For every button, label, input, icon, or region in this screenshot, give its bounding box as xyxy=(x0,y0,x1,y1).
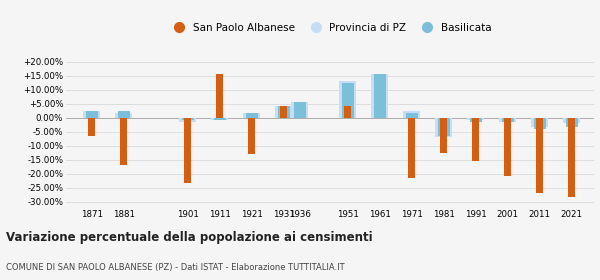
Bar xyxy=(243,113,260,118)
Bar xyxy=(182,118,194,120)
Bar xyxy=(216,74,223,118)
Bar xyxy=(440,118,447,153)
Bar xyxy=(499,118,517,122)
Bar xyxy=(470,118,482,122)
Text: COMUNE DI SAN PAOLO ALBANESE (PZ) - Dati ISTAT - Elaborazione TUTTITALIA.IT: COMUNE DI SAN PAOLO ALBANESE (PZ) - Dati… xyxy=(6,263,344,272)
Bar xyxy=(536,118,543,193)
Bar xyxy=(472,118,479,161)
Bar xyxy=(371,74,388,118)
Bar xyxy=(120,118,127,165)
Bar xyxy=(566,118,578,127)
Bar xyxy=(214,118,226,120)
Bar xyxy=(83,111,100,118)
Bar xyxy=(280,106,287,118)
Bar xyxy=(339,81,356,118)
Bar xyxy=(179,118,196,122)
Bar xyxy=(531,118,548,127)
Bar xyxy=(184,118,191,183)
Bar xyxy=(341,83,353,118)
Bar xyxy=(278,106,290,118)
Bar xyxy=(275,106,292,118)
Bar xyxy=(467,118,484,120)
Bar xyxy=(291,102,308,118)
Bar xyxy=(563,118,580,123)
Bar xyxy=(403,111,421,118)
Bar xyxy=(502,118,514,122)
Bar xyxy=(408,118,415,178)
Bar xyxy=(504,118,511,176)
Bar xyxy=(248,118,255,154)
Bar xyxy=(245,113,257,118)
Bar xyxy=(406,113,418,118)
Bar xyxy=(115,113,133,118)
Bar xyxy=(118,111,130,118)
Bar xyxy=(568,118,575,197)
Bar xyxy=(374,74,386,118)
Bar xyxy=(86,111,98,118)
Legend: San Paolo Albanese, Provincia di PZ, Basilicata: San Paolo Albanese, Provincia di PZ, Bas… xyxy=(164,19,496,37)
Bar xyxy=(88,118,95,136)
Bar xyxy=(533,118,545,129)
Bar xyxy=(211,118,229,120)
Bar xyxy=(437,118,449,136)
Bar xyxy=(293,102,305,118)
Text: Variazione percentuale della popolazione ai censimenti: Variazione percentuale della popolazione… xyxy=(6,231,373,244)
Bar xyxy=(435,118,452,137)
Bar xyxy=(344,106,351,118)
